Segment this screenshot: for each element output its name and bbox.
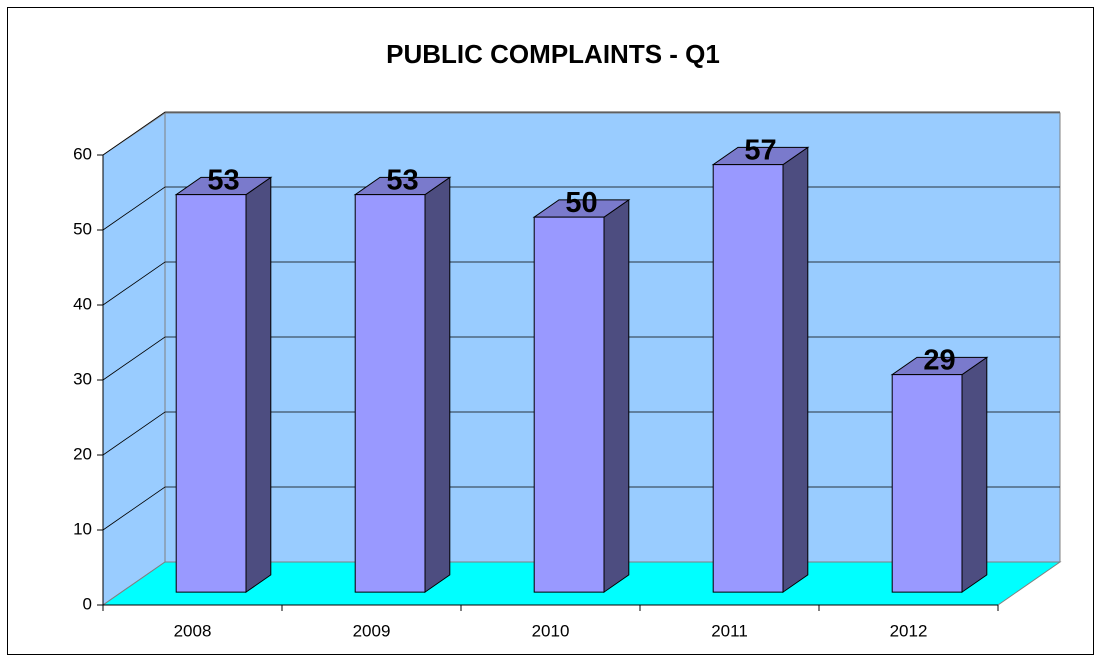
bar-side: [424, 176, 451, 594]
value-label: 29: [923, 344, 955, 376]
y-tick-label: 10: [73, 519, 92, 538]
bar-side: [603, 198, 630, 594]
bar-side: [782, 146, 809, 594]
x-tick-label: 2008: [174, 621, 212, 640]
value-label: 57: [744, 134, 776, 166]
bar: [354, 194, 426, 593]
y-tick-label: 20: [73, 444, 92, 463]
bar: [175, 194, 247, 593]
bar-side: [961, 356, 988, 594]
x-tick-label: 2009: [353, 621, 391, 640]
bar: [533, 216, 605, 593]
y-tick-label: 50: [73, 219, 92, 238]
value-label: 53: [386, 164, 418, 196]
side-wall: [102, 112, 166, 606]
value-label: 50: [565, 187, 597, 219]
x-tick-label: 2012: [890, 621, 928, 640]
x-tick-label: 2011: [711, 621, 748, 640]
y-tick-label: 40: [73, 294, 92, 313]
grid-line: [102, 111, 1060, 156]
value-label: 53: [207, 164, 239, 196]
chart-title: PUBLIC COMPLAINTS - Q1: [386, 39, 720, 69]
y-tick-label: 60: [73, 144, 92, 163]
y-tick-label: 0: [83, 594, 92, 613]
bar: [712, 164, 784, 593]
y-tick-label: 30: [73, 369, 92, 388]
bar-side: [245, 176, 272, 594]
bar: [891, 374, 963, 593]
x-tick-label: 2010: [532, 621, 570, 640]
